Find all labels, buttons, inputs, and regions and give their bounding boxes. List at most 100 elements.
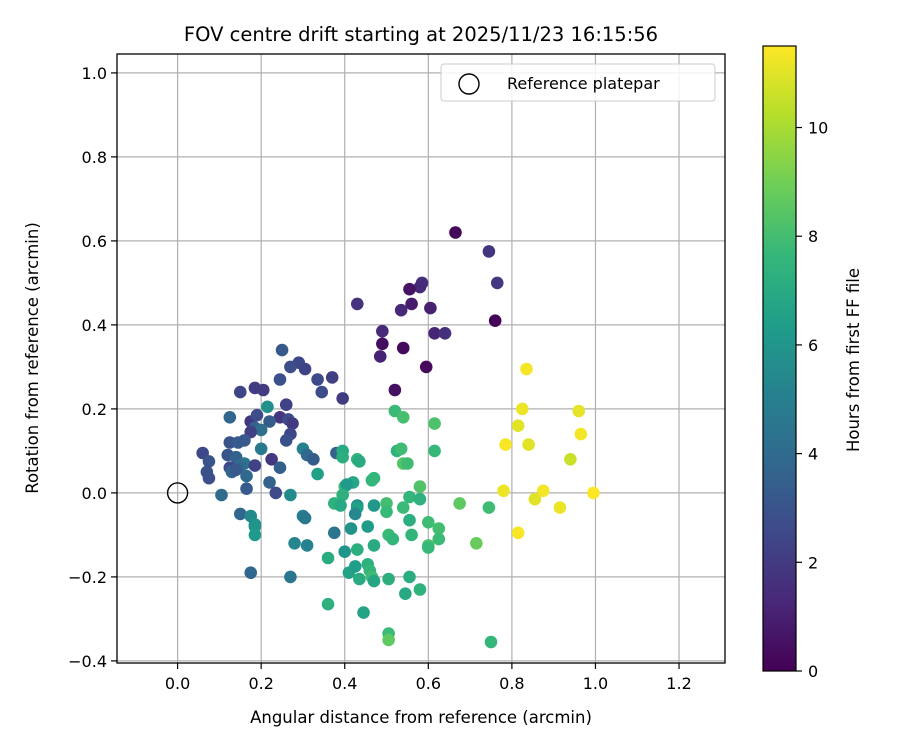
- data-point: [405, 528, 418, 542]
- data-point: [240, 469, 253, 483]
- data-point: [240, 482, 253, 496]
- data-point: [269, 486, 283, 500]
- data-point: [273, 461, 287, 475]
- data-point: [520, 362, 533, 376]
- colorbar-frame: [762, 45, 797, 672]
- data-point: [438, 327, 452, 340]
- data-point: [380, 505, 393, 519]
- data-point: [223, 411, 237, 424]
- x-tick-label: 0.4: [332, 674, 357, 693]
- grid: [117, 54, 725, 663]
- chart-title: FOV centre drift starting at 2025/11/23 …: [184, 23, 658, 46]
- data-point: [298, 362, 312, 376]
- x-tick-label: 0.6: [416, 674, 441, 693]
- y-tick-label: −0.2: [68, 568, 107, 587]
- data-point: [263, 476, 276, 489]
- data-point: [229, 463, 243, 477]
- data-point: [284, 360, 297, 374]
- data-point: [273, 373, 287, 386]
- data-point: [522, 438, 535, 451]
- data-point: [338, 545, 352, 558]
- data-point: [399, 587, 412, 600]
- data-point: [321, 551, 335, 565]
- x-tick-label: 0.8: [499, 674, 524, 693]
- data-point: [382, 572, 395, 586]
- y-tick-label: 0.8: [82, 148, 107, 167]
- data-point: [413, 480, 427, 493]
- data-point: [511, 526, 525, 540]
- colorbar-ticks: 0 2 4 6 8 10: [796, 119, 828, 681]
- data-point: [300, 539, 314, 552]
- data-point: [279, 398, 293, 412]
- data-point: [413, 492, 427, 506]
- data-point: [248, 459, 262, 472]
- data-point: [396, 501, 410, 514]
- data-point: [367, 499, 381, 512]
- data-point: [336, 450, 349, 464]
- data-point: [336, 392, 349, 405]
- colorbar-tick-label: 2: [808, 553, 818, 572]
- data-point: [336, 488, 349, 502]
- data-point: [528, 492, 542, 506]
- y-axis: −0.4 −0.2 0.0 0.2 0.4 0.6 0.8 1.0: [68, 64, 117, 671]
- data-point: [367, 471, 381, 485]
- data-point: [215, 488, 228, 502]
- data-point: [394, 303, 408, 317]
- colorbar-tick-label: 4: [808, 445, 818, 464]
- data-point: [499, 438, 512, 451]
- data-point: [470, 537, 483, 550]
- data-point: [256, 383, 270, 397]
- data-point: [511, 419, 525, 433]
- data-point: [263, 415, 276, 428]
- data-point: [424, 301, 437, 315]
- data-point: [484, 635, 498, 649]
- data-point: [490, 276, 504, 290]
- data-point: [553, 501, 567, 514]
- legend-label: Reference platepar: [507, 74, 660, 93]
- data-point: [238, 434, 251, 447]
- data-point: [386, 532, 400, 546]
- data-point: [367, 574, 381, 588]
- colorbar-tick-label: 6: [808, 336, 818, 355]
- data-point: [284, 570, 297, 584]
- data-point: [536, 484, 550, 498]
- x-tick-label: 1.0: [583, 674, 608, 693]
- x-tick-label: 0.0: [165, 674, 190, 693]
- x-tick-label: 0.2: [248, 674, 273, 693]
- data-point: [388, 383, 402, 397]
- data-point: [357, 606, 370, 619]
- data-point: [353, 572, 366, 586]
- data-point: [396, 341, 410, 355]
- y-tick-label: 0.2: [82, 400, 107, 419]
- data-point: [327, 526, 341, 540]
- data-point: [334, 499, 347, 512]
- colorbar-tick-label: 0: [808, 662, 818, 681]
- data-point: [449, 226, 462, 239]
- data-point: [254, 442, 268, 456]
- data-point: [574, 427, 588, 441]
- data-points: [196, 226, 600, 649]
- data-point: [353, 455, 366, 468]
- data-point: [340, 478, 354, 491]
- plot-area: [116, 53, 726, 664]
- data-point: [422, 541, 435, 554]
- data-point: [403, 282, 416, 296]
- data-point: [432, 532, 446, 546]
- data-point: [413, 583, 427, 596]
- data-point: [202, 455, 216, 468]
- data-point: [482, 245, 496, 258]
- data-point: [233, 507, 247, 521]
- data-point: [403, 570, 416, 584]
- colorbar-tick-label: 10: [808, 119, 828, 138]
- y-tick-label: 0.0: [82, 484, 107, 503]
- data-point: [367, 539, 381, 552]
- data-point: [428, 417, 441, 430]
- colorbar: 0 2 4 6 8 10 Hours from first FF file: [762, 45, 863, 681]
- data-point: [348, 507, 362, 521]
- data-point: [348, 560, 362, 573]
- colorbar-label: Hours from first FF file: [844, 268, 863, 452]
- colorbar-gradient: [763, 46, 796, 671]
- plot-frame: [116, 53, 726, 664]
- y-tick-label: 0.4: [82, 316, 107, 335]
- y-tick-label: 0.6: [82, 232, 107, 251]
